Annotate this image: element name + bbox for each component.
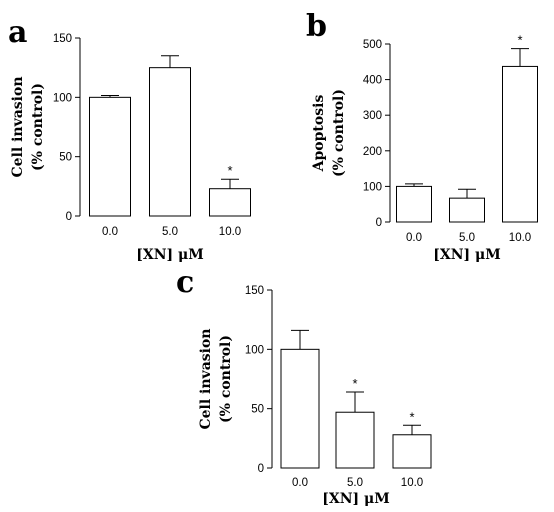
bar-a-1 bbox=[149, 67, 191, 217]
category-label-a-1: 5.0 bbox=[162, 226, 178, 238]
y-axis-title-line-a-1: (% control) bbox=[30, 83, 46, 171]
category-label-c-2: 10.0 bbox=[401, 477, 423, 489]
y-axis-title-line-b-1: (% control) bbox=[331, 89, 347, 177]
significance-marker-c-2: * bbox=[409, 409, 414, 424]
category-label-b-1: 5.0 bbox=[459, 232, 475, 244]
y-tick-label-b-1: 100 bbox=[363, 181, 382, 193]
y-tick-label-b-5: 500 bbox=[363, 39, 382, 51]
significance-marker-b-2: * bbox=[517, 33, 522, 48]
category-label-c-1: 5.0 bbox=[347, 477, 363, 489]
bar-c-2 bbox=[392, 434, 432, 469]
significance-marker-a-2: * bbox=[227, 163, 232, 178]
panel-letter-c: c bbox=[176, 265, 194, 300]
y-tick-label-b-0: 0 bbox=[376, 217, 382, 229]
category-label-a-2: 10.0 bbox=[219, 226, 241, 238]
y-axis-title-line-c-0: Cell invasion bbox=[198, 329, 214, 430]
y-axis-title-b: Apoptosis (% control) bbox=[311, 89, 347, 177]
y-tick-label-b-2: 200 bbox=[363, 146, 382, 158]
x-axis-title-a: [XN] μM bbox=[136, 247, 204, 263]
y-tick-label-a-2: 100 bbox=[53, 92, 72, 104]
bar-b-0 bbox=[396, 185, 432, 223]
y-tick-label-a-0: 0 bbox=[66, 211, 72, 223]
category-label-c-0: 0.0 bbox=[292, 477, 308, 489]
bar-c-1 bbox=[335, 411, 375, 469]
panel-letter-b: b bbox=[306, 9, 327, 44]
bar-b-1 bbox=[449, 197, 485, 223]
category-label-b-2: 10.0 bbox=[509, 232, 531, 244]
y-tick-label-c-1: 50 bbox=[251, 404, 264, 416]
y-tick-label-a-1: 50 bbox=[59, 152, 72, 164]
category-label-b-0: 0.0 bbox=[406, 232, 422, 244]
y-tick-label-b-4: 400 bbox=[363, 75, 382, 87]
y-tick-label-c-2: 100 bbox=[245, 344, 264, 356]
significance-marker-c-1: * bbox=[352, 376, 357, 391]
bar-a-0 bbox=[89, 96, 131, 217]
y-axis-title-c: Cell invasion (% control) bbox=[198, 329, 234, 430]
y-axis-title-line-c-1: (% control) bbox=[218, 335, 234, 423]
x-axis-title-b: [XN] μM bbox=[433, 247, 501, 263]
y-axis-title-line-b-0: Apoptosis bbox=[311, 95, 327, 173]
y-tick-label-c-3: 150 bbox=[245, 285, 264, 297]
y-tick-label-a-3: 150 bbox=[53, 33, 72, 45]
y-axis-title-a: Cell invasion (% control) bbox=[10, 77, 46, 178]
x-axis-title-c: [XN] μM bbox=[322, 491, 390, 507]
bar-c-0 bbox=[280, 348, 320, 469]
category-label-a-0: 0.0 bbox=[102, 226, 118, 238]
y-tick-label-c-0: 0 bbox=[258, 463, 264, 475]
panel-letter-a: a bbox=[8, 15, 27, 50]
bar-a-2 bbox=[209, 188, 251, 217]
y-axis-title-line-a-0: Cell invasion bbox=[10, 77, 26, 178]
bar-b-2 bbox=[502, 65, 538, 223]
y-tick-label-b-3: 300 bbox=[363, 110, 382, 122]
